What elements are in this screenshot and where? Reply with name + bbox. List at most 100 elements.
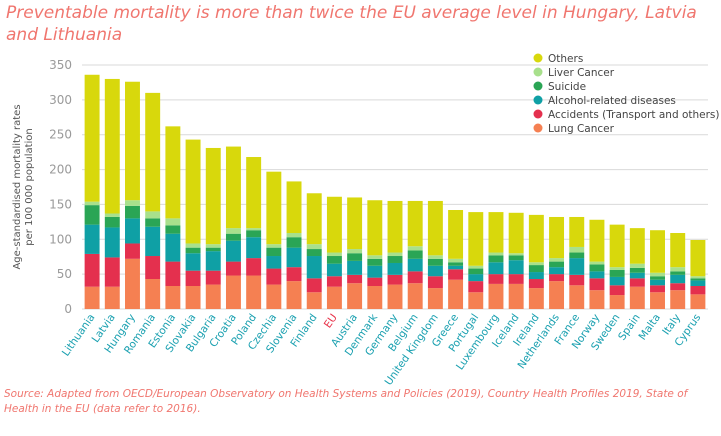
bar-suicide-hungary [125,205,140,219]
bar-lung-cancer-iceland [508,283,524,309]
bar-accidents-transport-and-others-germany [387,274,403,285]
bar-accidents-transport-and-others-united-kingdom [427,276,443,289]
bar-others-italy [670,233,686,268]
bar-suicide-cyprus [690,278,706,281]
bar-accidents-transport-and-others-czechia [266,268,282,285]
y-tick-label: 350 [49,58,72,72]
bar-lung-cancer-luxembourg [488,283,504,309]
bar-alcohol-related-diseases-netherlands [549,267,565,275]
bar-alcohol-related-diseases-lithuania [84,224,100,254]
bar-liver-cancer-hungary [125,200,140,206]
bar-suicide-sweden [609,269,625,277]
legend-swatch-others [533,53,543,63]
bar-alcohol-related-diseases-cyprus [690,280,706,286]
bar-suicide-norway [589,264,605,272]
bar-lung-cancer-eu [326,286,342,309]
bar-suicide-slovakia [185,247,201,254]
bar-liver-cancer-portugal [468,265,484,269]
bar-others-sweden [609,224,625,268]
bar-lung-cancer-germany [387,284,403,309]
bar-alcohol-related-diseases-greece [448,265,464,270]
bar-suicide-croatia [225,233,241,241]
bar-alcohol-related-diseases-norway [589,271,605,279]
y-tick-label: 100 [49,232,72,246]
bar-lung-cancer-italy [670,290,686,309]
bar-accidents-transport-and-others-malta [650,285,665,293]
bar-others-france [569,216,585,247]
source-note: Source: Adapted from OECD/European Obser… [4,388,688,415]
bar-suicide-malta [650,276,665,280]
bar-alcohol-related-diseases-france [569,258,585,275]
bar-liver-cancer-poland [246,228,262,231]
bar-liver-cancer-malta [650,272,665,277]
bar-alcohol-related-diseases-luxembourg [488,262,504,275]
bar-accidents-transport-and-others-belgium [407,271,423,284]
bar-liver-cancer-denmark [367,255,383,259]
legend-swatch-suicide [533,81,543,91]
bar-liver-cancer-ireland [528,262,544,266]
bar-others-portugal [468,212,484,266]
bar-accidents-transport-and-others-italy [670,283,686,291]
bar-others-austria [347,197,363,250]
bar-others-poland [246,157,262,229]
bar-suicide-netherlands [549,261,565,268]
bar-lung-cancer-slovenia [286,281,302,309]
x-axis-categories: LithuaniaLatviaHungaryRomaniaEstoniaSlov… [60,311,704,388]
y-axis-ticks: 0 50 100 150 200 250 300 350 [49,58,72,316]
bar-suicide-romania [145,218,161,227]
bar-others-luxembourg [488,212,504,253]
bar-alcohol-related-diseases-eu [326,263,342,277]
bar-accidents-transport-and-others-cyprus [690,285,706,295]
bar-alcohol-related-diseases-poland [246,237,262,259]
bar-liver-cancer-united-kingdom [427,255,443,259]
bar-lung-cancer-portugal [468,292,484,309]
bar-suicide-united-kingdom [427,258,443,266]
bar-alcohol-related-diseases-portugal [468,274,484,282]
bar-suicide-denmark [367,258,383,266]
bar-accidents-transport-and-others-hungary [125,243,140,259]
y-axis-label: Age-standardised mortality ratesper 100 … [12,104,35,269]
y-tick-label: 50 [57,267,72,281]
bar-lung-cancer-slovakia [185,285,201,309]
bar-others-czechia [266,171,282,245]
legend-label-liver-cancer: Liver Cancer [548,67,615,79]
bar-alcohol-related-diseases-estonia [165,233,181,262]
bar-alcohol-related-diseases-bulgaria [205,251,221,271]
bar-liver-cancer-germany [387,252,403,257]
bar-liver-cancer-italy [670,267,686,272]
bar-suicide-ireland [528,265,544,273]
bar-alcohol-related-diseases-sweden [609,276,625,286]
y-tick-label: 0 [64,302,72,316]
bar-others-netherlands [549,216,565,259]
x-category-label: EU [322,312,340,331]
y-tick-label: 200 [49,163,72,177]
bar-others-denmark [367,200,383,256]
bar-alcohol-related-diseases-hungary [125,218,140,244]
bar-accidents-transport-and-others-luxembourg [488,274,504,284]
bar-lung-cancer-bulgaria [205,284,221,309]
bar-lung-cancer-greece [448,279,464,309]
bar-liver-cancer-lithuania [84,201,100,206]
bar-lung-cancer-united-kingdom [427,288,443,309]
bar-accidents-transport-and-others-sweden [609,285,625,296]
bar-lung-cancer-czechia [266,284,282,309]
bar-lung-cancer-malta [650,292,665,309]
bar-liver-cancer-czechia [266,244,282,248]
bar-suicide-bulgaria [205,247,221,252]
bar-accidents-transport-and-others-estonia [165,261,181,286]
bar-suicide-finland [306,249,322,257]
bar-liver-cancer-belgium [407,246,423,251]
bar-others-bulgaria [205,147,221,245]
legend-label-others: Others [548,53,583,65]
bar-suicide-iceland [508,255,524,261]
bar-alcohol-related-diseases-finland [306,256,322,279]
bar-suicide-france [569,252,585,259]
bar-lung-cancer-latvia [104,286,120,309]
bar-alcohol-related-diseases-united-kingdom [427,265,443,277]
bar-alcohol-related-diseases-latvia [104,227,120,258]
bar-alcohol-related-diseases-ireland [528,272,544,280]
bar-others-norway [589,219,605,262]
bar-alcohol-related-diseases-germany [387,262,403,275]
bar-others-malta [650,230,665,273]
bar-accidents-transport-and-others-netherlands [549,274,565,282]
